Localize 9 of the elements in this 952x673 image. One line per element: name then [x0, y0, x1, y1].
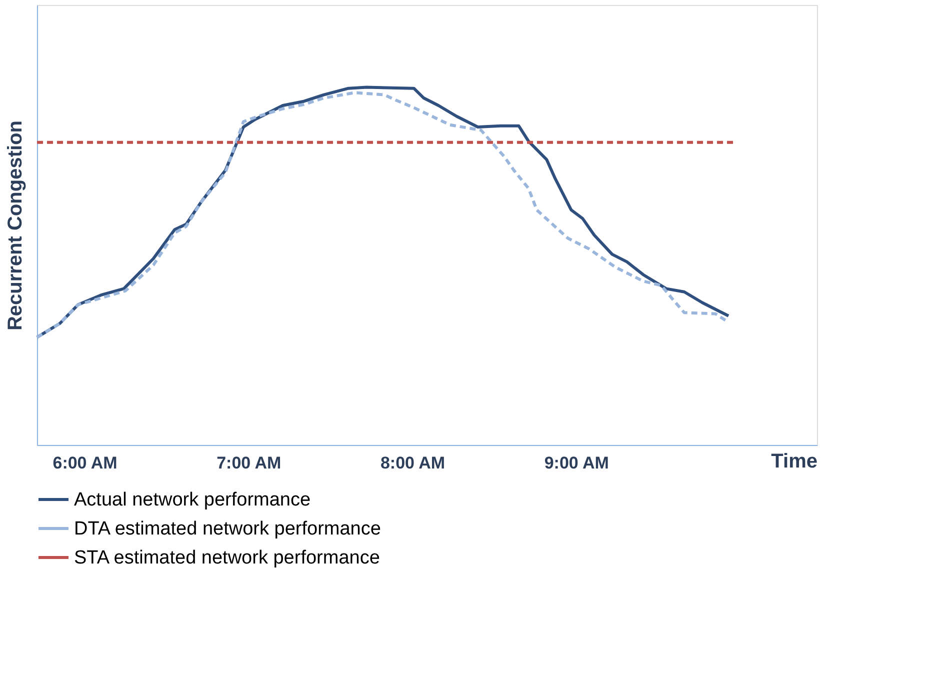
legend-label: STA estimated network performance [74, 548, 380, 568]
x-tick-label: 8:00 AM [380, 454, 446, 472]
x-tick-label: 6:00 AM [52, 454, 118, 472]
x-axis-title: Time [771, 450, 818, 472]
y-axis-title: Recurrent Congestion [4, 120, 26, 331]
x-tick-label: 9:00 AM [544, 454, 609, 472]
legend-label: DTA estimated network performance [74, 518, 381, 540]
legend-label: Actual network performance [74, 490, 311, 510]
x-tick-label: 7:00 AM [216, 454, 282, 472]
